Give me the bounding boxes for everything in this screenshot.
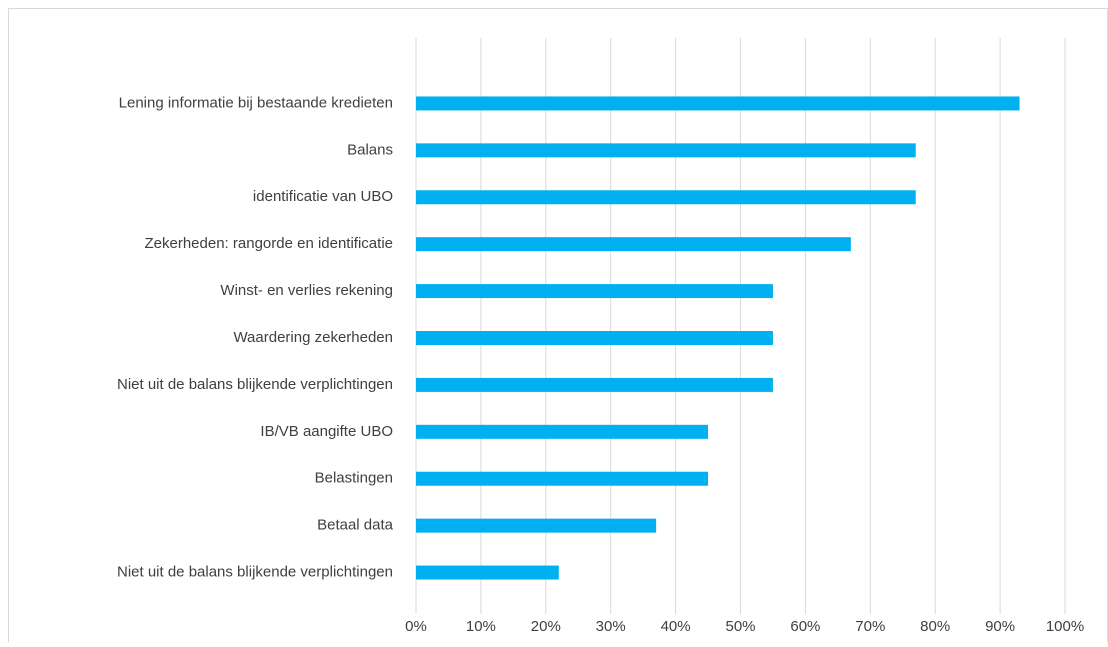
- bar: [416, 377, 773, 392]
- x-tick-label: 40%: [661, 618, 691, 635]
- y-tick-label: Niet uit de balans blijkende verplichtin…: [117, 376, 393, 393]
- y-tick-label: IB/VB aangifte UBO: [260, 423, 393, 440]
- y-tick-label: identificatie van UBO: [253, 188, 393, 205]
- y-tick-label: Betaal data: [317, 517, 394, 534]
- x-tick-label: 30%: [596, 618, 626, 635]
- bar: [416, 143, 916, 158]
- y-tick-label: Niet uit de balans blijkende verplichtin…: [117, 564, 393, 581]
- x-tick-label: 70%: [855, 618, 885, 635]
- y-tick-label: Winst- en verlies rekening: [220, 282, 393, 299]
- y-tick-label: Zekerheden: rangorde en identificatie: [145, 235, 394, 252]
- x-tick-label: 20%: [531, 618, 561, 635]
- bar: [416, 190, 916, 205]
- bar: [416, 565, 559, 580]
- y-tick-label: Balans: [347, 141, 393, 158]
- bar: [416, 96, 1020, 111]
- bar: [416, 471, 709, 486]
- bar: [416, 424, 709, 439]
- y-tick-label: Belastingen: [315, 470, 393, 487]
- x-tick-label: 0%: [405, 618, 427, 635]
- x-tick-label: 10%: [466, 618, 496, 635]
- x-tick-label: 60%: [790, 618, 820, 635]
- bar: [416, 331, 773, 345]
- y-tick-label: Waardering zekerheden: [233, 329, 393, 346]
- x-tick-label: 80%: [920, 618, 950, 635]
- bar: [416, 518, 657, 533]
- x-tick-label: 90%: [985, 618, 1015, 635]
- x-tick-label: 50%: [725, 618, 755, 635]
- bar: [416, 284, 773, 299]
- x-tick-label: 100%: [1046, 618, 1084, 635]
- bar: [416, 237, 851, 252]
- y-tick-label: Lening informatie bij bestaande krediete…: [119, 94, 393, 111]
